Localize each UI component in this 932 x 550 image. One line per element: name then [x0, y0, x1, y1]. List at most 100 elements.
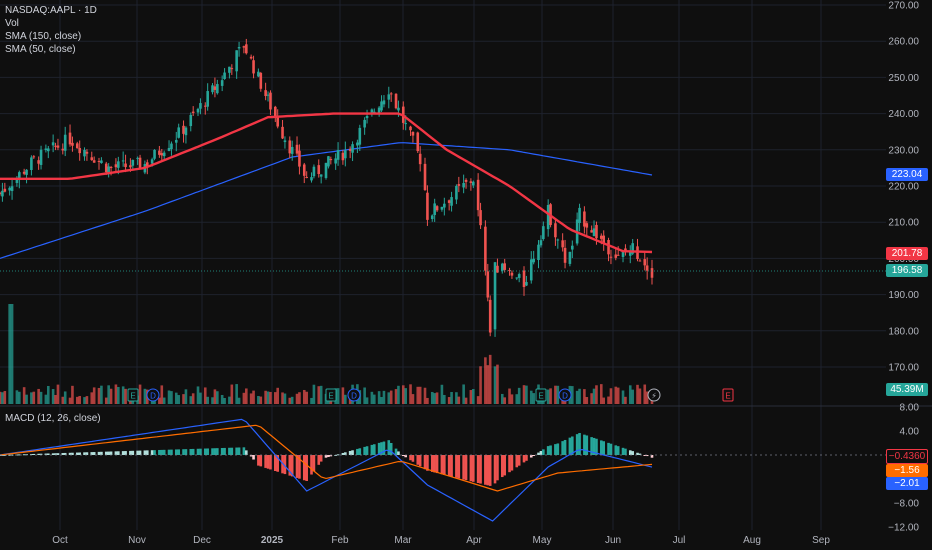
volume-bar: [56, 384, 60, 404]
volume-bar: [397, 385, 400, 404]
macd-hist-bar: [599, 440, 603, 455]
volume-bar: [592, 388, 596, 404]
macd-hist-bar: [409, 455, 412, 461]
macd-hist-bar: [290, 455, 294, 477]
legend-symbol[interactable]: NASDAQ:AAPL · 1D: [5, 5, 97, 16]
candle: [327, 155, 330, 169]
macd-hist-bar: [252, 455, 255, 460]
volume-bar: [636, 384, 639, 404]
macd-hist-bar: [486, 455, 490, 486]
volume-bar: [638, 388, 642, 404]
volume-bar: [290, 396, 294, 404]
macd-hist-bar: [32, 453, 36, 455]
macd-hist-bar: [273, 455, 277, 471]
volume-bar: [37, 388, 40, 404]
time-tick-label: Oct: [52, 535, 68, 546]
earnings-marker-icon[interactable]: E: [722, 388, 734, 402]
macd-hist-bar: [578, 432, 581, 455]
volume-bar: [266, 391, 270, 404]
volume-bar: [252, 390, 255, 404]
volume-bar: [174, 392, 178, 404]
candle: [8, 186, 11, 196]
candle: [426, 185, 429, 226]
volume-bar: [15, 390, 19, 404]
volume-bar: [455, 392, 458, 404]
legend-volume[interactable]: Vol: [5, 18, 19, 29]
macd-hist-bar: [63, 452, 67, 455]
price-tick-label: 250.00: [888, 73, 919, 84]
volume-bar: [599, 384, 603, 404]
earnings-marker-icon[interactable]: E: [535, 388, 547, 402]
candle: [63, 126, 67, 157]
macd-hist-bar: [387, 440, 391, 455]
volume-bar: [18, 391, 21, 404]
dividend-marker-icon[interactable]: D: [558, 388, 572, 402]
legend-sma50[interactable]: SMA (50, close): [5, 44, 76, 55]
candle: [542, 221, 545, 241]
candle: [167, 140, 171, 152]
volume-bar: [488, 354, 492, 404]
time-tick-label: Dec: [193, 535, 211, 546]
dividend-marker-icon[interactable]: D: [146, 388, 160, 402]
macd-hist-bar: [97, 451, 101, 455]
macd-hist-bar: [30, 454, 33, 456]
candle: [302, 162, 306, 184]
volume-bar: [10, 304, 14, 404]
candle: [312, 164, 316, 179]
event-markers[interactable]: E D E D E D E ⚡: [127, 388, 734, 402]
macd-hist-bar: [257, 455, 260, 466]
legend-sma150[interactable]: SMA (150, close): [5, 31, 82, 42]
macd-hist-bar: [537, 452, 540, 455]
volume-bar: [341, 387, 345, 404]
volume-bar: [643, 384, 647, 404]
volume-bar: [203, 387, 207, 404]
candle: [184, 126, 188, 144]
macd-hist-bar: [447, 455, 451, 476]
volume-bar: [143, 388, 147, 404]
candle: [220, 75, 224, 92]
legend-macd-label[interactable]: MACD (12, 26, close): [5, 413, 101, 424]
volume-bar: [515, 394, 519, 404]
earnings-marker-icon[interactable]: E: [127, 388, 139, 402]
macd-hist-bar: [469, 455, 473, 482]
macd-hist-bar: [503, 455, 506, 476]
macd-hist-bar: [107, 451, 110, 455]
candle: [85, 149, 89, 161]
candle: [189, 112, 193, 132]
earnings-marker-icon[interactable]: E: [325, 388, 337, 402]
volume-bar: [607, 396, 610, 404]
volume-bar: [336, 388, 340, 404]
macd-hist-bar: [464, 455, 468, 481]
macd-hist-bar: [68, 452, 72, 455]
macd-hist-bar: [546, 446, 550, 455]
volume-bar: [585, 397, 589, 404]
volume-bar: [377, 391, 381, 404]
candle: [628, 245, 632, 264]
macd-hist-bar: [440, 455, 444, 475]
candle: [92, 156, 96, 163]
dividend-marker-icon[interactable]: D: [347, 388, 361, 402]
candle: [230, 64, 234, 75]
candle: [614, 247, 618, 261]
volume-bar: [484, 357, 487, 404]
volume-bar: [472, 389, 475, 404]
sma150-line: [0, 142, 653, 259]
macd-hist-bar: [539, 451, 543, 455]
split-marker-icon[interactable]: ⚡: [647, 388, 661, 402]
volume-bar: [206, 396, 209, 404]
volume-bar: [191, 393, 195, 404]
macd-hist-bar: [496, 455, 499, 481]
candle: [71, 136, 74, 152]
macd-hist-bar: [411, 455, 415, 462]
volume-bar: [628, 385, 632, 404]
candle: [539, 235, 543, 248]
macd-hist-bar: [54, 453, 57, 455]
volume-bar: [631, 389, 634, 404]
macd-hist-bar: [264, 455, 267, 468]
candle: [196, 107, 200, 117]
price-tick-label: 170.00: [888, 363, 919, 374]
volume-bar: [281, 392, 284, 404]
candle: [160, 148, 164, 161]
macd-hist-bar: [85, 452, 89, 455]
